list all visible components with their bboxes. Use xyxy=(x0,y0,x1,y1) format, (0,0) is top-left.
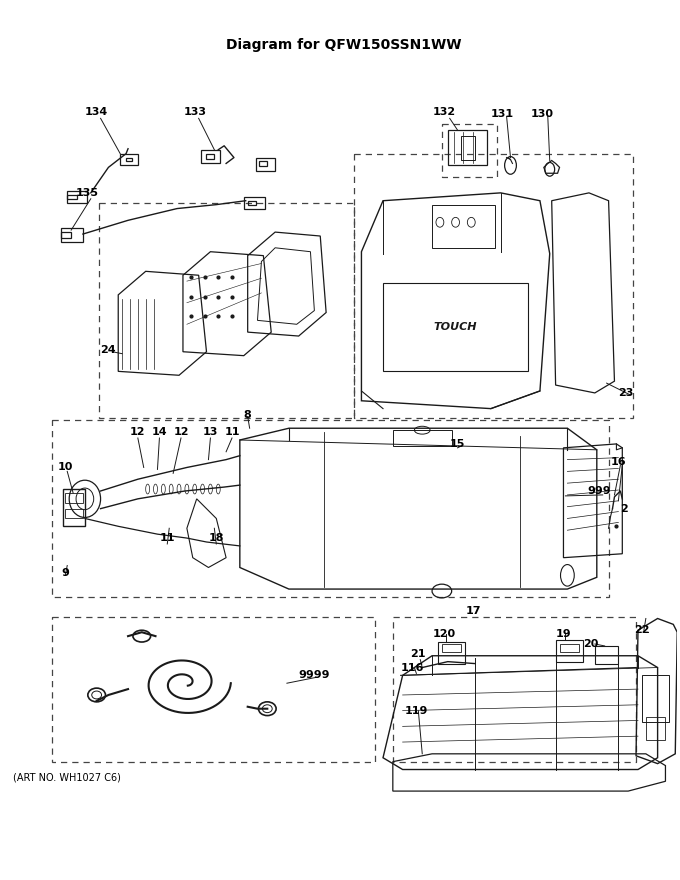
Bar xyxy=(61,228,83,242)
Bar xyxy=(442,124,497,177)
Bar xyxy=(126,158,132,162)
Bar xyxy=(207,154,214,158)
Text: 134: 134 xyxy=(85,107,108,117)
Bar xyxy=(354,154,633,418)
Text: 2: 2 xyxy=(620,503,628,514)
Bar xyxy=(447,130,487,165)
Bar xyxy=(248,201,256,205)
Text: 22: 22 xyxy=(634,626,649,635)
Bar xyxy=(243,197,265,209)
Text: 23: 23 xyxy=(619,388,634,398)
Bar xyxy=(52,421,609,597)
Bar xyxy=(65,493,83,502)
Text: Diagram for QFW150SSN1WW: Diagram for QFW150SSN1WW xyxy=(226,38,462,52)
Text: 18: 18 xyxy=(209,533,224,543)
Bar xyxy=(256,158,275,172)
Text: 20: 20 xyxy=(583,639,598,649)
Text: TOUCH: TOUCH xyxy=(434,322,477,333)
Bar xyxy=(556,640,583,662)
Text: 24: 24 xyxy=(101,345,116,355)
Text: 131: 131 xyxy=(491,109,514,120)
Bar xyxy=(393,617,636,762)
Text: 999: 999 xyxy=(587,486,611,496)
Text: 11: 11 xyxy=(224,427,240,437)
Bar xyxy=(63,489,85,526)
Text: 119: 119 xyxy=(405,706,428,715)
Text: 12: 12 xyxy=(173,427,189,437)
Bar xyxy=(260,162,267,166)
Bar xyxy=(393,430,452,446)
Text: 16: 16 xyxy=(611,457,626,466)
Text: 11: 11 xyxy=(160,533,175,543)
Bar xyxy=(646,716,666,740)
Bar xyxy=(99,202,354,418)
Bar xyxy=(201,150,220,164)
Bar xyxy=(65,509,83,518)
Text: 14: 14 xyxy=(152,427,167,437)
Text: 15: 15 xyxy=(450,439,465,449)
Text: 13: 13 xyxy=(203,427,218,437)
Text: 17: 17 xyxy=(466,605,481,616)
Text: 21: 21 xyxy=(411,649,426,659)
Text: 120: 120 xyxy=(432,629,456,639)
Bar xyxy=(462,136,475,159)
Bar xyxy=(595,646,618,664)
Bar xyxy=(438,642,465,664)
Bar xyxy=(642,675,669,722)
Text: (ART NO. WH1027 C6): (ART NO. WH1027 C6) xyxy=(14,773,121,782)
Text: 116: 116 xyxy=(401,663,424,672)
Text: 12: 12 xyxy=(130,427,146,437)
Bar xyxy=(120,154,138,165)
Bar xyxy=(560,644,579,652)
Bar xyxy=(61,232,71,238)
Bar xyxy=(432,205,495,248)
Text: 9999: 9999 xyxy=(299,671,330,680)
Bar xyxy=(442,644,462,652)
Text: 19: 19 xyxy=(556,629,571,639)
Text: 8: 8 xyxy=(244,410,252,421)
Text: 130: 130 xyxy=(530,109,554,120)
Bar xyxy=(67,191,87,202)
Text: 9: 9 xyxy=(61,568,69,578)
Text: 135: 135 xyxy=(75,187,99,198)
Text: 133: 133 xyxy=(183,107,206,117)
Bar xyxy=(67,194,77,199)
Text: 132: 132 xyxy=(432,107,456,117)
Bar xyxy=(383,283,528,371)
Text: 10: 10 xyxy=(58,463,73,473)
Bar xyxy=(52,617,375,762)
